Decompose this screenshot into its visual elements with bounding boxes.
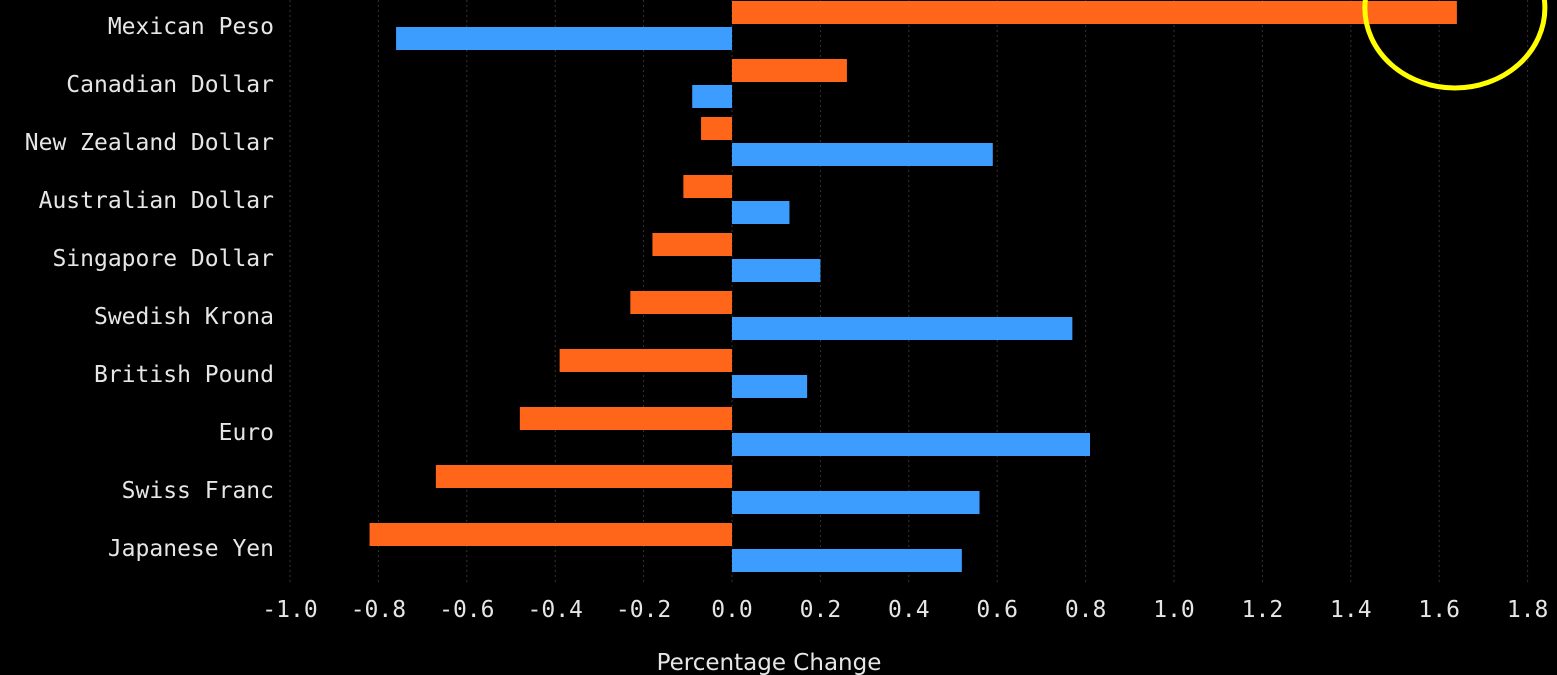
category-label: Euro <box>219 420 274 446</box>
annotation-layer <box>1362 0 1548 91</box>
x-tick-label: 0.4 <box>888 597 930 623</box>
bar-canadian-dollar-series-2 <box>692 85 732 108</box>
category-label: Swiss Franc <box>122 478 274 504</box>
bar-swedish-krona-series-2 <box>732 317 1073 340</box>
bar-british-pound-series-2 <box>732 375 808 398</box>
bar-australian-dollar-series-1 <box>683 175 732 198</box>
x-tick-label: 1.6 <box>1418 597 1460 623</box>
category-label: Australian Dollar <box>39 188 274 214</box>
bars <box>369 1 1457 572</box>
x-tick-label: 0.2 <box>800 597 842 623</box>
x-axis-title: Percentage Change <box>657 650 882 675</box>
x-tick-label: -0.2 <box>616 597 671 623</box>
category-label: Swedish Krona <box>94 304 274 330</box>
x-tick-label: 1.0 <box>1153 597 1195 623</box>
x-tick-label: 1.2 <box>1242 597 1284 623</box>
x-tick-label: 1.8 <box>1507 597 1549 623</box>
category-label: British Pound <box>94 362 274 388</box>
bar-canadian-dollar-series-1 <box>732 59 847 82</box>
bar-australian-dollar-series-2 <box>732 201 790 224</box>
highlight-circle <box>1362 0 1548 91</box>
x-tick-label: -1.0 <box>262 597 317 623</box>
x-tick-label: -0.4 <box>528 597 583 623</box>
category-label: Singapore Dollar <box>52 246 274 272</box>
bar-japanese-yen-series-1 <box>369 523 732 546</box>
bar-swiss-franc-series-2 <box>732 491 980 514</box>
category-label: Mexican Peso <box>108 14 274 40</box>
bar-new-zealand-dollar-series-1 <box>701 117 732 140</box>
bar-japanese-yen-series-2 <box>732 549 962 572</box>
bar-mexican-peso-series-2 <box>396 27 732 50</box>
category-label: New Zealand Dollar <box>25 130 274 156</box>
category-labels: Mexican Peso Canadian Dollar New Zealand D… <box>25 14 274 562</box>
x-tick-label: 0.6 <box>976 597 1018 623</box>
bar-british-pound-series-1 <box>559 349 732 372</box>
category-label: Japanese Yen <box>108 536 274 562</box>
x-tick-label: 0.8 <box>1065 597 1107 623</box>
bar-singapore-dollar-series-2 <box>732 259 821 282</box>
bar-swedish-krona-series-1 <box>630 291 732 314</box>
bar-mexican-peso-series-1 <box>732 1 1457 24</box>
x-tick-label: -0.8 <box>351 597 406 623</box>
x-tick-label: 0.0 <box>711 597 753 623</box>
x-tick-labels: -1.0 -0.8 -0.6 -0.4 -0.2 0.0 0.2 0.4 0.6 0.8 1.0 1.… <box>262 597 1548 623</box>
bar-new-zealand-dollar-series-2 <box>732 143 993 166</box>
bar-euro-series-2 <box>732 433 1091 456</box>
bar-singapore-dollar-series-1 <box>652 233 732 256</box>
category-label: Canadian Dollar <box>66 72 274 98</box>
bar-euro-series-1 <box>519 407 732 430</box>
bar-swiss-franc-series-1 <box>435 465 732 488</box>
x-tick-label: 1.4 <box>1330 597 1372 623</box>
x-tick-label: -0.6 <box>439 597 494 623</box>
